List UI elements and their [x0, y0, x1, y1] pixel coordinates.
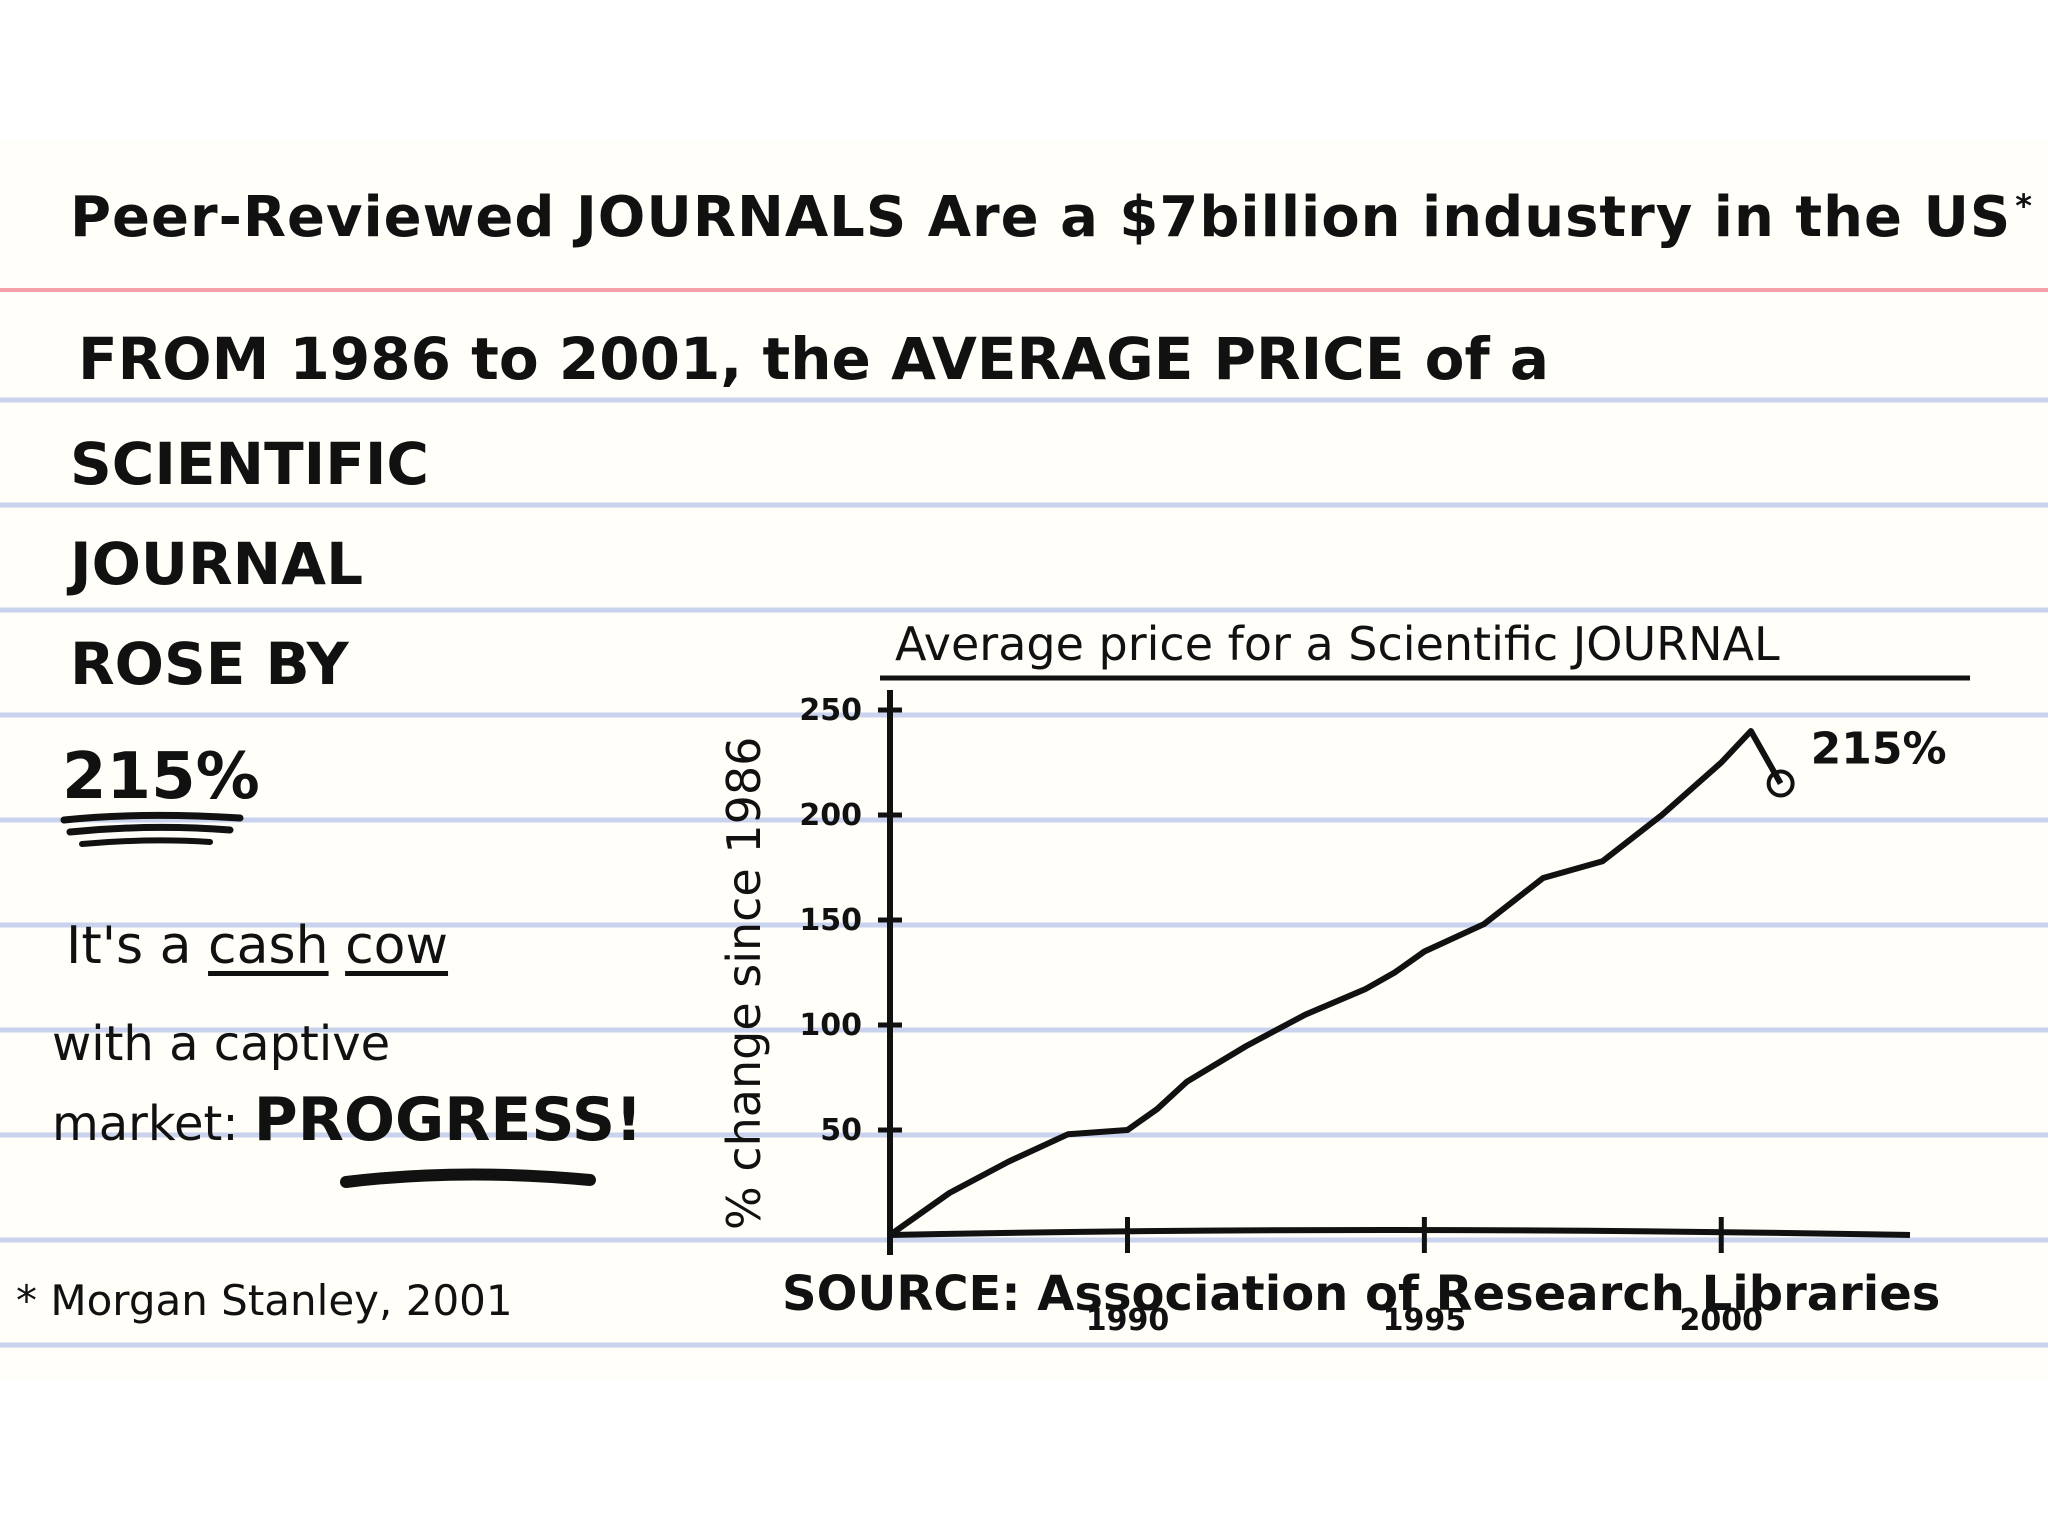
y-tick-label: 100 — [799, 1008, 862, 1043]
cow-word: cow — [345, 916, 449, 976]
headline-text: Peer-Reviewed JOURNALS Are a $7billion i… — [70, 185, 2012, 250]
x-tick-label: 2000 — [1680, 1303, 1764, 1338]
series-line — [888, 728, 1784, 1238]
y-tick-label: 50 — [820, 1113, 862, 1148]
stack-line-1: SCIENTIFIC — [70, 430, 429, 498]
end-value-label: 215% — [1811, 724, 1947, 775]
footnote: * Morgan Stanley, 2001 — [16, 1276, 513, 1325]
chart-title: Average price for a Scientific JOURNAL — [895, 617, 1780, 671]
progress-underline — [340, 1168, 596, 1188]
cash-cow-line: It's a cash cow — [66, 920, 448, 972]
y-tick-label: 200 — [799, 798, 862, 833]
x-axis — [889, 1227, 1911, 1238]
ruled-lines — [0, 288, 2048, 1348]
y-axis-label: % change since 1986 — [717, 737, 771, 1230]
headline: Peer-Reviewed JOURNALS Are a $7billion i… — [70, 190, 2033, 246]
y-tick-label: 150 — [799, 903, 862, 938]
price-chart: Average price for a Scientific JOURNAL % … — [717, 617, 1970, 1338]
cash-prefix: It's a — [66, 916, 209, 976]
headline-asterisk: * — [2015, 187, 2033, 225]
progress-word: PROGRESS! — [253, 1085, 643, 1155]
x-tick-label: 1990 — [1086, 1303, 1170, 1338]
captive-line-1: with a captive — [52, 1016, 391, 1072]
index-card: Peer-Reviewed JOURNALS Are a $7billion i… — [0, 140, 2048, 1380]
stack-line-2: JOURNAL — [70, 530, 364, 598]
captive-prefix: market: — [52, 1096, 254, 1152]
source-note: SOURCE: Association of Research Librarie… — [782, 1266, 1941, 1322]
big-percent: 215% — [62, 740, 260, 814]
end-marker — [1766, 769, 1795, 798]
percent-underline — [60, 811, 244, 847]
y-tick-label: 250 — [799, 693, 862, 728]
lead-text: FROM 1986 to 2001, the AVERAGE PRICE of … — [78, 325, 1550, 393]
cash-word: cash — [208, 916, 329, 976]
x-tick-label: 1995 — [1383, 1303, 1467, 1338]
captive-line-2: market: PROGRESS! — [52, 1090, 643, 1150]
stack-line-3: ROSE BY — [70, 630, 349, 698]
